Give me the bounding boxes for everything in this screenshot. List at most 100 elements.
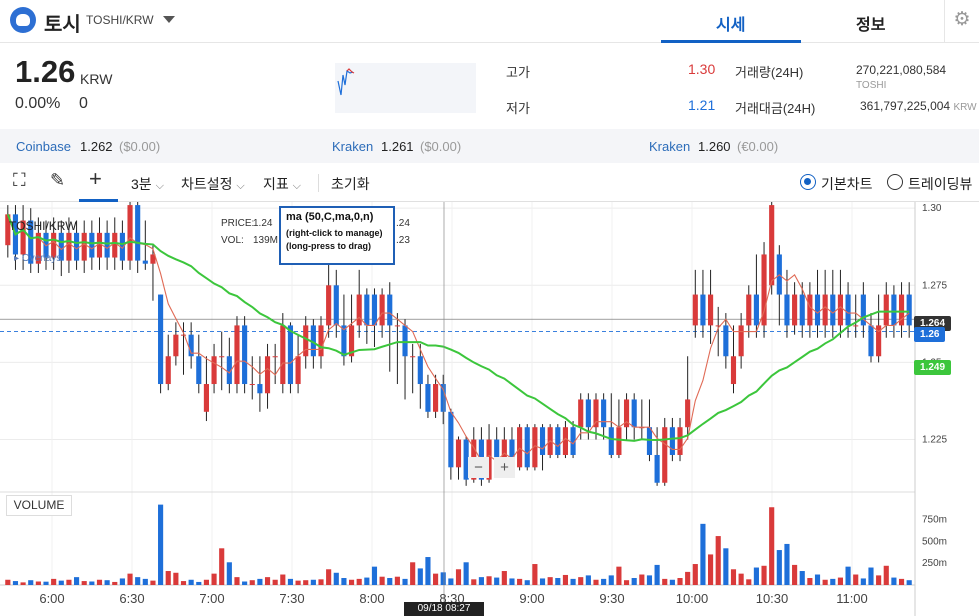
x-tick-label: 6:00: [39, 591, 64, 606]
y-tick-label: 1.225: [922, 435, 947, 446]
candle-body: [211, 356, 217, 385]
coin-dropdown-icon[interactable]: [163, 16, 175, 23]
candle-body: [868, 325, 874, 357]
candle-body: [799, 294, 805, 326]
volume-bar: [906, 580, 912, 585]
amount-label: 거래대금(24H): [735, 101, 816, 116]
volume-bar: [280, 574, 286, 585]
volume-readout-value: 139M: [253, 235, 279, 246]
candle-body: [860, 294, 866, 326]
volume-bar: [158, 504, 164, 585]
exchange-name[interactable]: Kraken: [332, 139, 374, 154]
candle-body: [51, 232, 57, 258]
volume-bar: [417, 568, 423, 585]
volume-bar: [685, 571, 691, 585]
volume-bar: [356, 578, 362, 585]
tab-info[interactable]: 정보: [856, 17, 886, 34]
candle-body: [898, 294, 905, 326]
tradingview-radio[interactable]: [887, 174, 903, 190]
volume-bar: [692, 564, 698, 585]
overlays-toggle[interactable]: ▸ Overlays: [14, 253, 62, 264]
exchange-name[interactable]: Coinbase: [16, 139, 71, 154]
volume-tick-label: 750m: [922, 514, 947, 525]
reset-button[interactable]: 초기화: [331, 176, 370, 192]
candle-body: [333, 285, 339, 326]
volume-bar: [394, 576, 400, 585]
volume-bar: [532, 564, 538, 585]
volume-bar: [631, 578, 637, 585]
fullscreen-icon[interactable]: ⛶: [13, 170, 26, 190]
candle-body: [708, 294, 714, 326]
volume-bar: [509, 578, 515, 585]
volume-bar: [127, 573, 133, 585]
volume-bar: [738, 573, 744, 585]
volume-bar: [433, 573, 439, 585]
volume-bar: [440, 572, 446, 585]
pencil-icon[interactable]: ✎: [50, 170, 66, 190]
volume-bar: [249, 580, 255, 585]
volume-bar: [211, 573, 217, 585]
candle-body: [463, 439, 469, 480]
candle-body: [746, 294, 752, 326]
indicators-menu[interactable]: 지표 ⌵: [263, 176, 301, 192]
zoom-out-button[interactable]: −: [468, 457, 489, 478]
basic-chart-radio[interactable]: [800, 174, 816, 190]
candle-body: [165, 356, 171, 385]
crosshair-icon[interactable]: +: [89, 166, 102, 191]
volume-bar: [28, 580, 34, 585]
volume-value: 270,221,080,584 TOSHI: [856, 63, 947, 91]
candle-body: [578, 399, 584, 428]
price-readout-value: 1.24: [253, 218, 273, 229]
candle-body: [517, 427, 523, 468]
tab-quote[interactable]: 시세: [716, 17, 746, 34]
mini-chart-line: [337, 68, 355, 96]
volume-bar: [616, 566, 622, 585]
x-tick-label: 7:00: [199, 591, 224, 606]
coin-logo-icon: [10, 7, 36, 33]
zoom-in-button[interactable]: +: [494, 457, 515, 478]
volume-bar: [746, 579, 752, 585]
exchange-name[interactable]: Kraken: [649, 139, 691, 154]
mini-chart: [335, 63, 476, 113]
interval-select[interactable]: 3분 ⌵: [131, 176, 164, 192]
candle-body: [142, 260, 148, 264]
volume-bar: [455, 569, 462, 585]
volume-readout-value-2: .23: [396, 235, 410, 246]
candle-body: [226, 356, 232, 385]
candle-body: [394, 325, 400, 327]
x-tick-label: 9:00: [519, 591, 544, 606]
volume-bar: [570, 578, 576, 585]
volume-bar: [104, 580, 110, 585]
volume-bar: [761, 565, 767, 585]
volume-bar: [853, 574, 859, 585]
gear-icon[interactable]: ⚙: [944, 0, 979, 42]
volume-bar: [379, 576, 385, 585]
candle-body: [448, 411, 454, 468]
volume-bar: [715, 536, 721, 585]
candle-body: [249, 384, 255, 386]
candle-body: [303, 325, 309, 357]
candle-body: [692, 294, 698, 326]
candle-body: [753, 294, 759, 326]
volume-bar: [830, 578, 836, 585]
price-chart[interactable]: 6:00 6:30 7:00 7:30 8:00 8:30 9:00 9:30 10:00 10:…: [0, 202, 979, 616]
chart-settings-menu[interactable]: 차트설정 ⌵: [181, 176, 245, 192]
exchange-change: ($0.00): [420, 139, 462, 154]
volume-panel-label: VOLUME: [6, 495, 72, 516]
candle-body: [66, 232, 72, 261]
volume-bar: [303, 580, 309, 585]
volume-bar: [814, 574, 821, 585]
candle-body: [440, 384, 446, 412]
candle-body: [364, 294, 370, 326]
volume-bar: [700, 523, 706, 585]
candle-body: [677, 427, 683, 455]
active-tab-indicator: [661, 40, 801, 43]
candle-body: [601, 399, 607, 428]
candle-body: [837, 294, 844, 326]
candle-body: [876, 325, 882, 357]
toolbar-divider: [318, 174, 319, 192]
candle-body: [623, 399, 630, 428]
volume-tick-label: 250m: [922, 558, 947, 569]
candle-body: [341, 325, 347, 357]
candle-body: [326, 285, 332, 326]
